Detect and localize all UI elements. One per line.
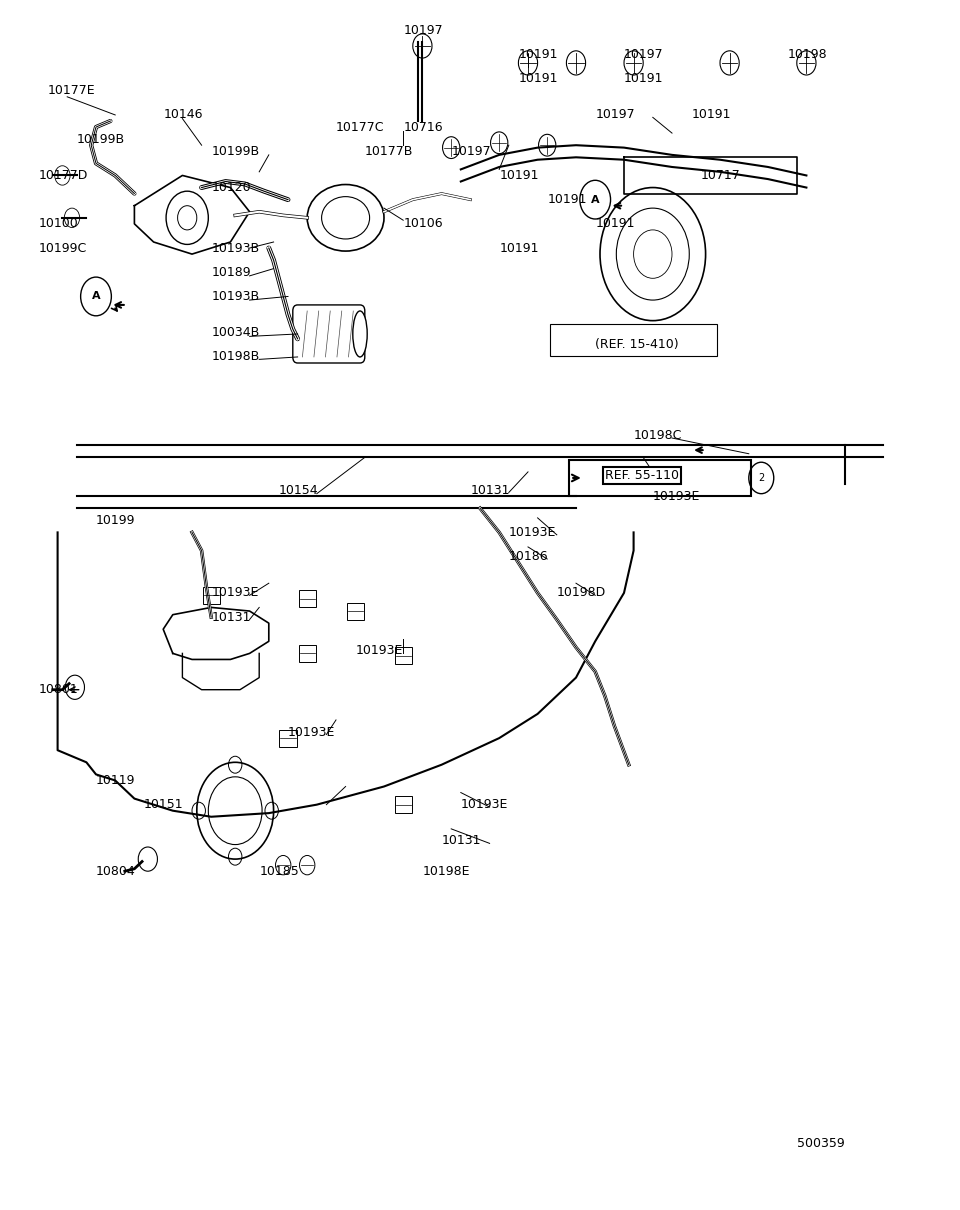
Text: 10191: 10191 (624, 73, 663, 85)
Text: 10191: 10191 (518, 48, 558, 60)
Text: 10199: 10199 (96, 514, 135, 526)
FancyBboxPatch shape (203, 587, 220, 604)
FancyBboxPatch shape (279, 730, 297, 747)
Text: 2: 2 (758, 473, 764, 483)
Text: 10120: 10120 (211, 182, 251, 194)
Text: 10191: 10191 (499, 169, 539, 181)
Text: 10193E: 10193E (509, 526, 556, 538)
Text: 10034B: 10034B (211, 327, 259, 339)
Text: 10198D: 10198D (557, 587, 606, 599)
Text: 10191: 10191 (691, 109, 731, 121)
Text: 10193B: 10193B (211, 242, 259, 254)
Text: 10193E: 10193E (355, 645, 402, 657)
Text: 10177D: 10177D (38, 169, 87, 181)
Text: 10717: 10717 (701, 169, 740, 181)
Text: 10106: 10106 (403, 218, 443, 230)
Text: 10151: 10151 (144, 799, 183, 811)
Text: 10119: 10119 (96, 774, 135, 786)
Text: 10804: 10804 (96, 865, 135, 877)
Text: 10191: 10191 (547, 194, 587, 206)
Text: 10154: 10154 (278, 484, 318, 496)
FancyBboxPatch shape (395, 796, 412, 813)
Text: 10198E: 10198E (422, 865, 469, 877)
Text: 10131: 10131 (211, 611, 251, 623)
Text: 10716: 10716 (403, 121, 443, 133)
Text: 10191: 10191 (499, 242, 539, 254)
Text: A: A (591, 195, 599, 204)
Text: 10189: 10189 (211, 266, 251, 278)
FancyBboxPatch shape (299, 590, 316, 607)
FancyBboxPatch shape (395, 647, 412, 664)
Text: 10177E: 10177E (48, 85, 96, 97)
FancyBboxPatch shape (347, 603, 364, 620)
Text: 10193E: 10193E (653, 490, 700, 502)
Text: REF. 55-110: REF. 55-110 (605, 469, 679, 482)
Text: 10193E: 10193E (211, 587, 258, 599)
FancyBboxPatch shape (569, 460, 751, 496)
Text: 10191: 10191 (518, 73, 558, 85)
FancyBboxPatch shape (550, 324, 717, 356)
Text: 10191: 10191 (595, 218, 635, 230)
Text: 10197: 10197 (403, 24, 443, 36)
Text: 10197: 10197 (624, 48, 663, 60)
Text: 10199B: 10199B (77, 133, 125, 145)
FancyBboxPatch shape (299, 645, 316, 662)
Text: 500359: 500359 (797, 1137, 845, 1149)
Text: 10801: 10801 (38, 684, 78, 696)
Text: 10193E: 10193E (288, 726, 335, 738)
Text: 10131: 10131 (470, 484, 510, 496)
Text: 10198: 10198 (787, 48, 827, 60)
Text: 10177B: 10177B (365, 145, 413, 157)
Text: 10197: 10197 (595, 109, 635, 121)
Text: 10198B: 10198B (211, 351, 259, 363)
Text: 10186: 10186 (509, 551, 548, 563)
Text: 10100: 10100 (38, 218, 78, 230)
Text: 10193E: 10193E (461, 799, 508, 811)
Text: 10131: 10131 (442, 835, 481, 847)
Text: 10198C: 10198C (634, 430, 682, 442)
Text: A: A (92, 292, 100, 301)
Text: 10193B: 10193B (211, 290, 259, 302)
Text: 10199B: 10199B (211, 145, 259, 157)
Text: (REF. 15-410): (REF. 15-410) (595, 339, 679, 351)
Ellipse shape (353, 311, 368, 357)
Text: 10199C: 10199C (38, 242, 86, 254)
Text: 10197: 10197 (451, 145, 491, 157)
Text: 10185: 10185 (259, 865, 299, 877)
Text: 10177C: 10177C (336, 121, 385, 133)
FancyBboxPatch shape (293, 305, 365, 363)
Text: 10146: 10146 (163, 109, 203, 121)
